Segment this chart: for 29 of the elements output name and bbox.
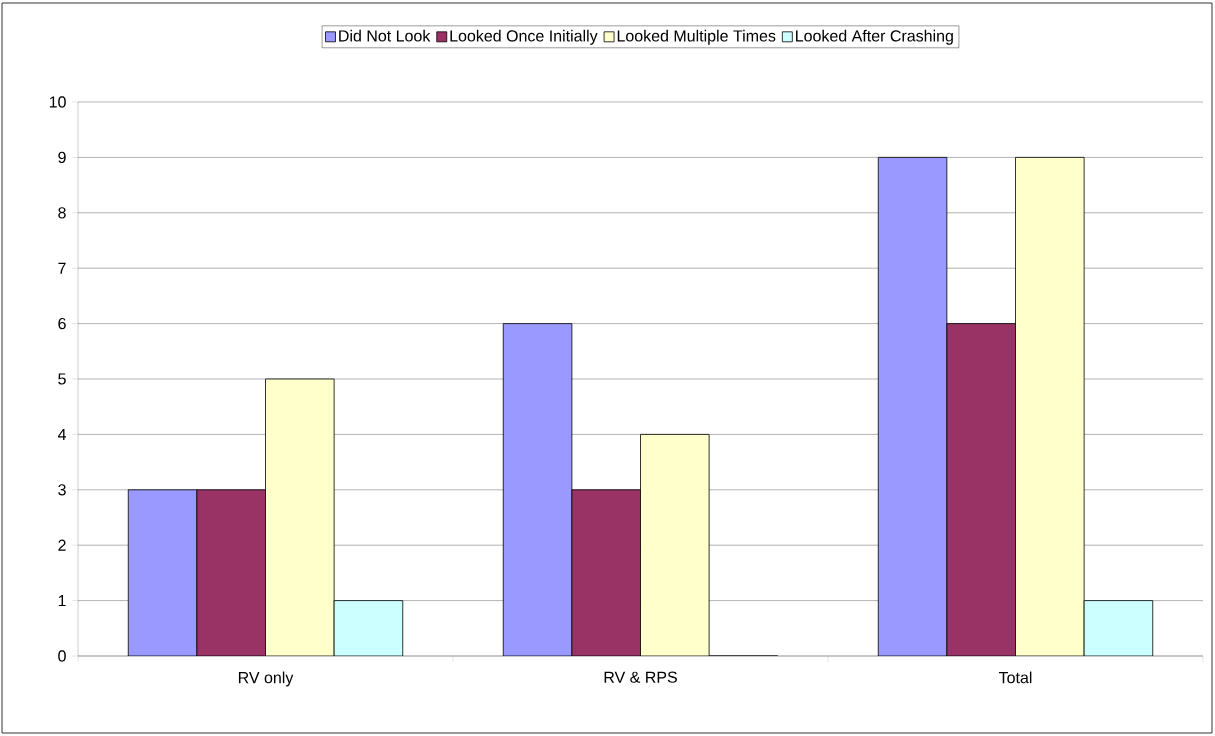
bar	[571, 489, 641, 656]
y-tick-label: 5	[58, 373, 66, 385]
y-tick-label: 0	[58, 650, 66, 662]
y-tick-label: 2	[58, 539, 66, 551]
bar	[196, 489, 266, 656]
y-tick-label: 6	[58, 317, 66, 330]
legend-label: Looked Once Initially	[450, 29, 598, 45]
y-tick-label: 7	[58, 262, 66, 274]
bar	[877, 156, 948, 656]
legend-label: Looked After Crashing	[796, 29, 953, 45]
y-tick-label: 9	[58, 151, 66, 164]
legend-label: Did Not Look	[339, 29, 431, 42]
x-tick-label: RV & RPS	[604, 671, 677, 683]
bar	[502, 323, 573, 656]
x-tick-label: Total	[998, 671, 1032, 684]
y-tick-label: 1	[58, 595, 66, 607]
y-tick-label: 10	[49, 96, 66, 108]
y-tick-label: 8	[58, 207, 66, 219]
bar	[265, 378, 335, 656]
bar	[1083, 600, 1154, 656]
bar	[1015, 156, 1085, 656]
x-tick-label: RV only	[238, 671, 294, 687]
legend-label: Looked Multiple Times	[617, 29, 776, 45]
y-tick-label: 3	[58, 484, 66, 496]
bar	[946, 323, 1016, 656]
bar	[333, 600, 404, 656]
y-tick-label: 4	[57, 428, 67, 440]
bar	[127, 489, 198, 656]
bar	[640, 434, 710, 656]
